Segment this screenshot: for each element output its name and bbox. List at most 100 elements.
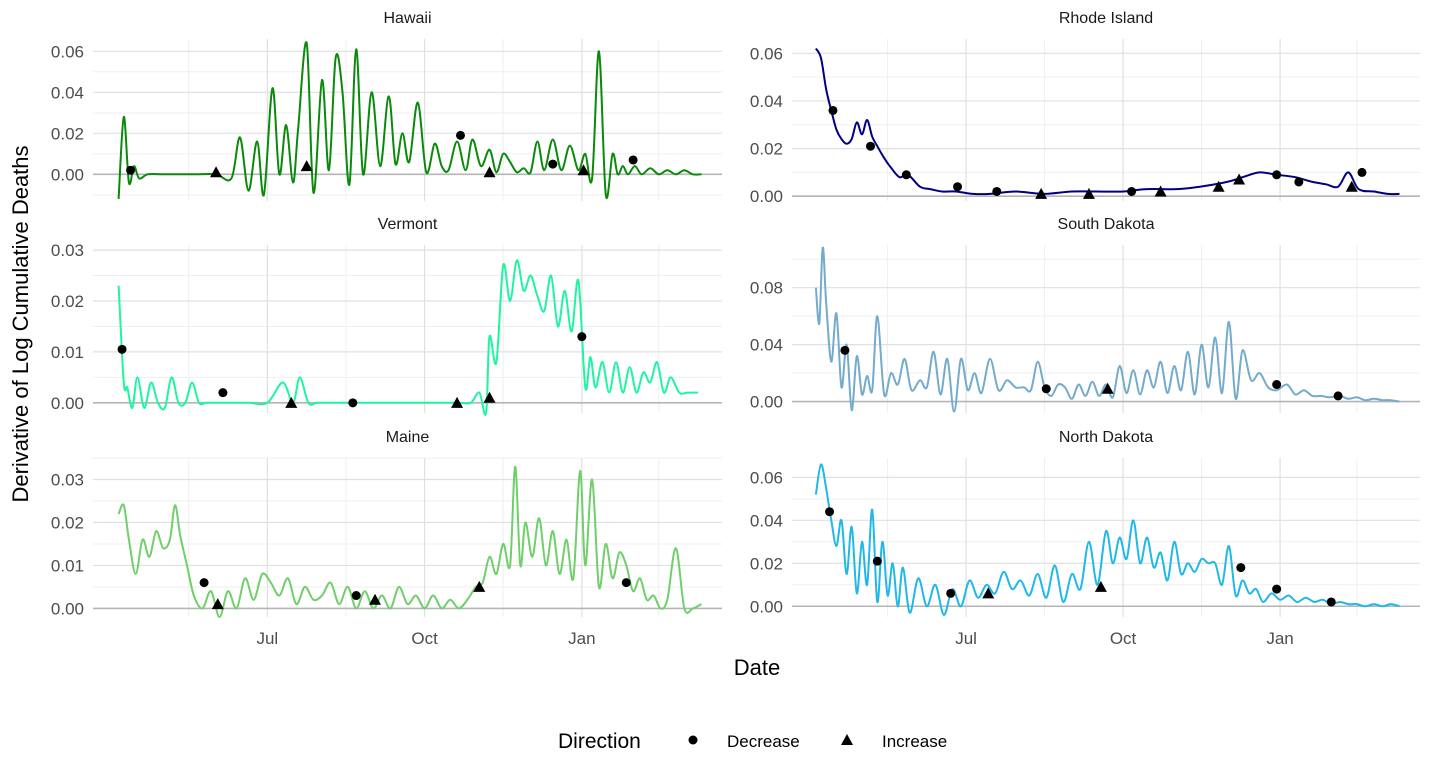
y-tick-label: 0.08 [750, 279, 783, 298]
decrease-marker [117, 344, 127, 354]
decrease-marker [348, 398, 358, 408]
x-axis-label: Date [734, 655, 780, 680]
decrease-marker [828, 105, 838, 115]
y-tick-label: 0.04 [750, 92, 783, 111]
decrease-marker [953, 182, 963, 192]
increase-marker [285, 396, 298, 408]
decrease-marker [548, 159, 558, 169]
panel-title: Maine [386, 429, 430, 446]
decrease-marker [1272, 170, 1282, 180]
decrease-marker [1326, 597, 1336, 607]
series-line [117, 41, 702, 200]
increase-marker [1082, 187, 1095, 199]
panel-vermont: Vermont 0.00 0.01 0.02 0.03 [51, 216, 722, 416]
legend: Direction Decrease Increase [558, 730, 947, 753]
legend-increase-symbol [841, 734, 853, 745]
y-tick-label: 0.04 [51, 83, 84, 102]
increase-marker [211, 598, 224, 610]
y-tick-label: 0.04 [750, 511, 783, 530]
y-axis-label: Derivative of Log Cumulative Deaths [8, 145, 33, 502]
increase-marker [473, 580, 486, 592]
decrease-marker [825, 507, 835, 517]
panel-maine: Maine 0.00 0.01 0.02 0.03 Jul Oct Jan [51, 429, 722, 648]
legend-title: Direction [558, 730, 641, 753]
increase-marker [1154, 185, 1167, 197]
y-tick-label: 0.03 [51, 241, 84, 260]
legend-decrease-label: Decrease [727, 732, 800, 751]
panel-south-dakota: South Dakota 0.00 0.04 0.08 [750, 216, 1420, 413]
y-tick-label: 0.02 [750, 140, 783, 159]
decrease-marker [1236, 563, 1246, 573]
y-tick-label: 0.00 [750, 393, 783, 412]
decrease-marker [946, 588, 956, 598]
decrease-marker [628, 155, 638, 165]
increase-marker [982, 587, 995, 599]
y-tick-label: 0.06 [750, 44, 783, 63]
increase-marker [451, 396, 464, 408]
decrease-marker [1041, 384, 1051, 394]
y-tick-label: 0.06 [51, 42, 84, 61]
increase-marker [577, 164, 590, 176]
increase-marker [300, 160, 313, 172]
y-tick-label: 0.06 [750, 468, 783, 487]
x-tick-label: Oct [1110, 629, 1137, 648]
decrease-marker [1272, 380, 1282, 390]
series-line [814, 246, 1400, 413]
y-tick-label: 0.02 [51, 124, 84, 143]
increase-marker [1345, 180, 1358, 192]
panel-hawaii: Hawaii 0.00 0.02 0.04 0.06 [51, 10, 722, 201]
y-tick-label: 0.02 [51, 513, 84, 532]
increase-marker [1233, 173, 1246, 185]
decrease-marker [199, 578, 209, 588]
increase-marker [1212, 180, 1225, 192]
increase-marker [369, 593, 382, 605]
series-line [117, 465, 702, 618]
increase-marker [483, 166, 496, 178]
y-tick-label: 0.00 [51, 165, 84, 184]
decrease-marker [1294, 177, 1304, 187]
increase-marker [1094, 580, 1107, 592]
panel-rhode-island: Rhode Island 0.00 0.02 0.04 0.06 [750, 10, 1420, 206]
series-line [814, 463, 1400, 616]
decrease-marker [455, 130, 465, 140]
x-tick-label: Jan [1266, 629, 1293, 648]
decrease-marker [866, 141, 875, 151]
panel-title: South Dakota [1058, 216, 1155, 233]
increase-marker [483, 391, 496, 403]
y-tick-label: 0.03 [51, 470, 84, 489]
decrease-marker [577, 332, 587, 342]
x-tick-label: Jan [568, 629, 595, 648]
decrease-marker [901, 170, 911, 180]
y-tick-label: 0.01 [51, 343, 84, 362]
legend-decrease-symbol [688, 735, 698, 745]
series-line [815, 47, 1400, 196]
increase-marker [1035, 187, 1048, 199]
x-tick-label: Jul [256, 629, 278, 648]
decrease-marker [872, 556, 882, 566]
x-tick-label: Jul [955, 629, 977, 648]
decrease-marker [218, 388, 228, 398]
y-tick-label: 0.00 [51, 599, 84, 618]
increase-marker [210, 166, 223, 178]
decrease-marker [351, 591, 361, 601]
decrease-marker [126, 165, 136, 175]
y-tick-label: 0.04 [750, 336, 783, 355]
y-tick-label: 0.00 [51, 394, 84, 413]
panel-title: North Dakota [1059, 429, 1153, 446]
panel-north-dakota: North Dakota 0.00 0.02 0.04 0.06 Jul Oct Jan [750, 429, 1420, 648]
y-tick-label: 0.00 [750, 187, 783, 206]
panel-title: Hawaii [383, 10, 431, 27]
decrease-marker [840, 345, 850, 355]
series-line [117, 259, 699, 416]
legend-increase-label: Increase [882, 732, 947, 751]
decrease-marker [1127, 186, 1137, 196]
y-tick-label: 0.00 [750, 597, 783, 616]
decrease-marker [1272, 584, 1282, 594]
increase-marker [1101, 382, 1114, 394]
y-tick-label: 0.02 [51, 292, 84, 311]
y-tick-label: 0.01 [51, 556, 84, 575]
x-tick-label: Oct [411, 629, 438, 648]
decrease-marker [992, 186, 1002, 196]
